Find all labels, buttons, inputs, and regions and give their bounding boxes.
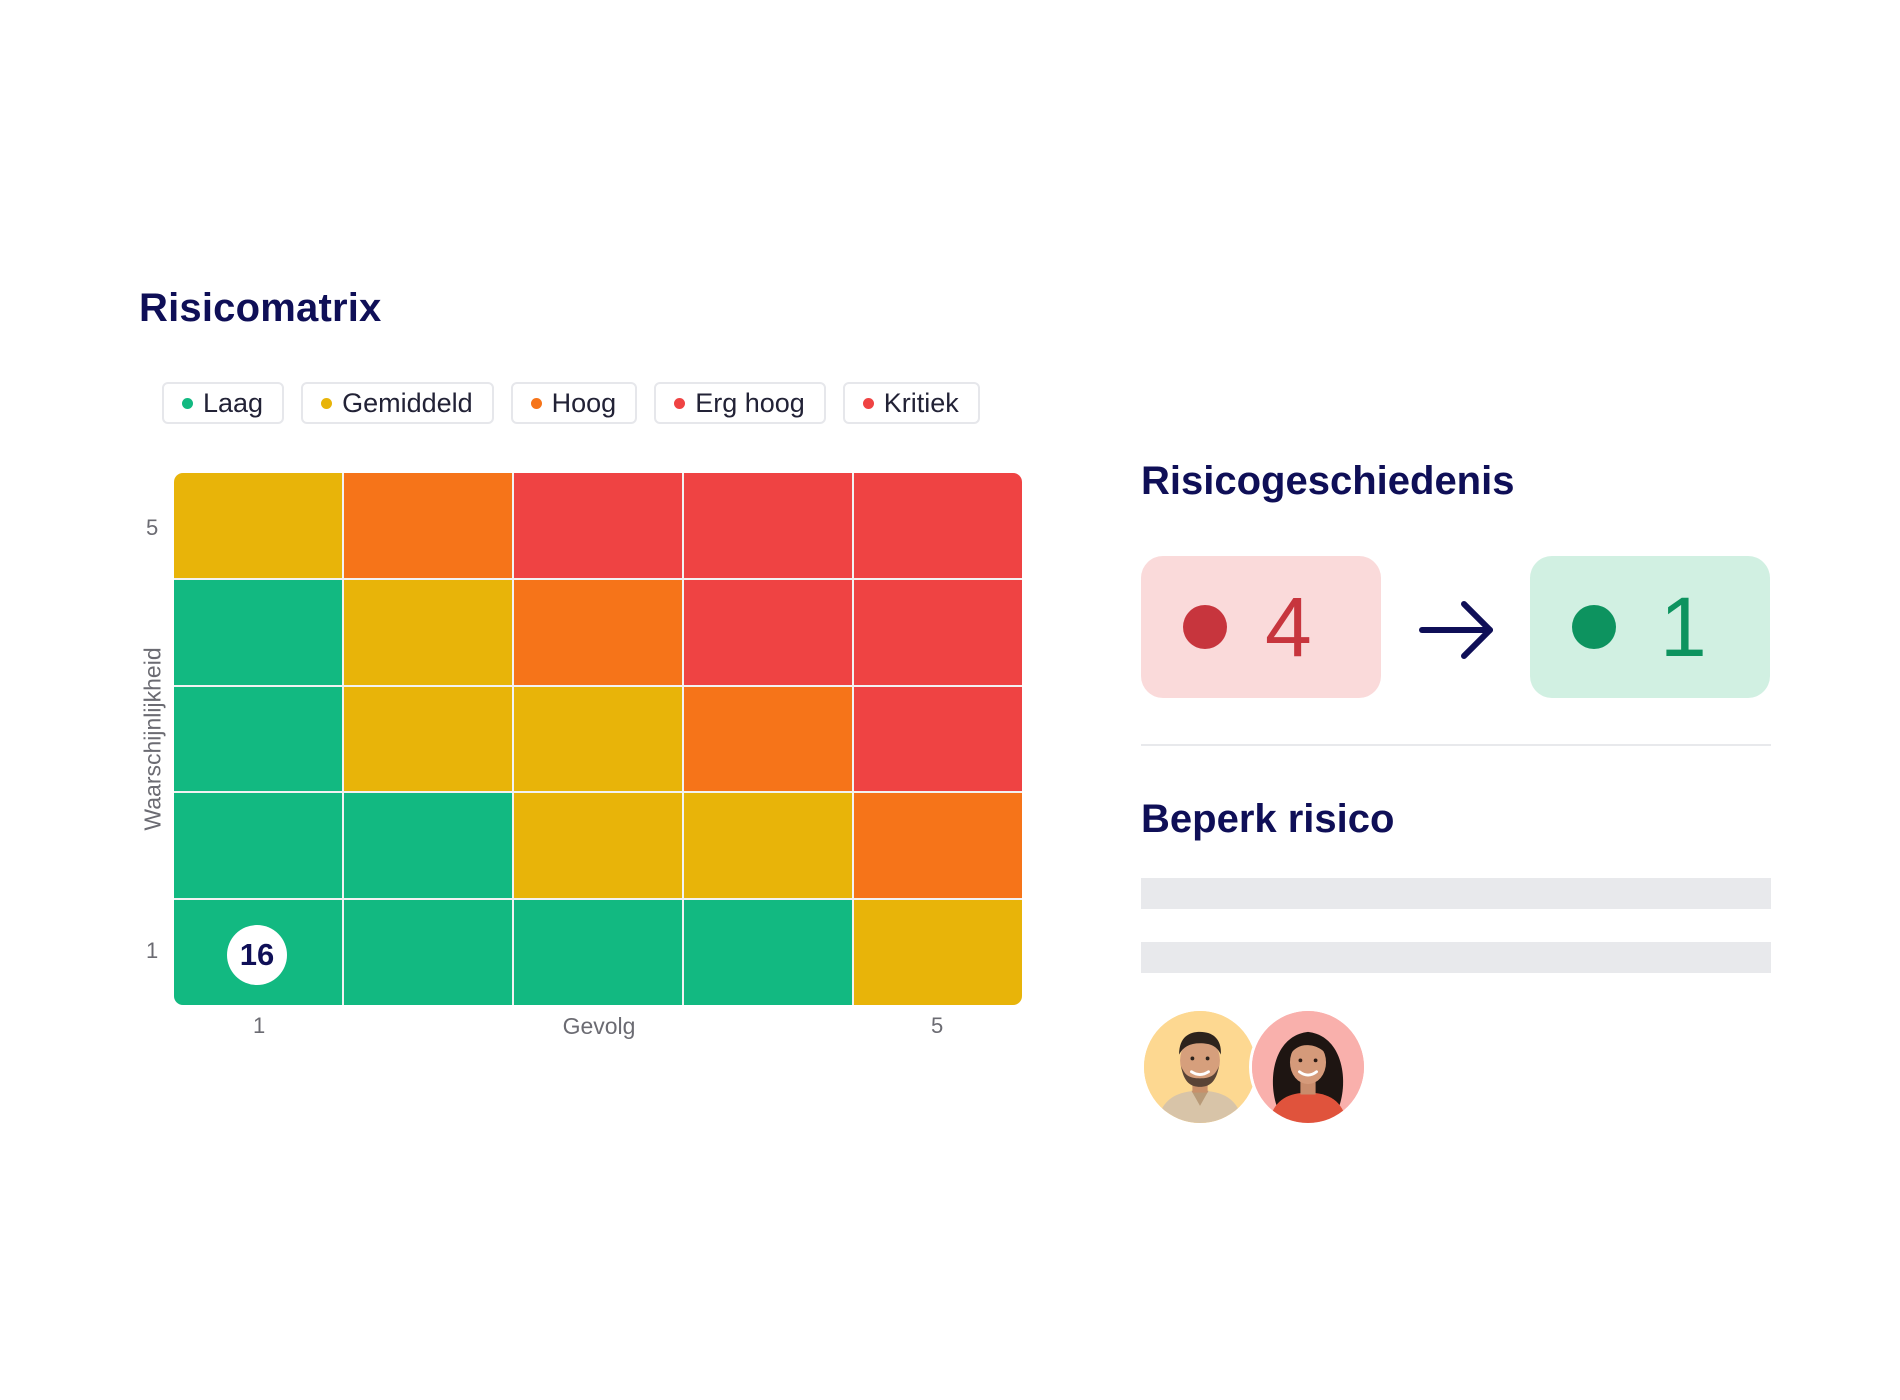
risk-history-to-card: 1 — [1530, 556, 1770, 698]
matrix-cell[interactable] — [174, 473, 342, 578]
matrix-cell[interactable] — [174, 579, 342, 685]
text-placeholder-line — [1141, 878, 1771, 909]
matrix-cell[interactable] — [514, 900, 682, 1005]
risk-count-badge[interactable]: 16 — [227, 925, 287, 986]
legend-dot-icon — [862, 397, 874, 409]
y-axis-label: Waarschijnlijkheid — [139, 647, 166, 831]
legend-label: Kritiek — [883, 387, 959, 418]
avatar-woman-icon[interactable] — [1249, 1008, 1367, 1126]
matrix-cell[interactable] — [514, 793, 682, 899]
risk-matrix-title: Risicomatrix — [139, 286, 382, 330]
avatar-man-icon[interactable] — [1141, 1008, 1259, 1126]
legend-dot-icon — [321, 397, 333, 409]
legend-label: Laag — [203, 387, 264, 418]
risk-history-title: Risicogeschiedenis — [1141, 459, 1515, 503]
legend-chip-laag[interactable]: Laag — [162, 382, 285, 424]
matrix-cell[interactable] — [684, 473, 852, 578]
matrix-cell[interactable] — [514, 473, 682, 578]
matrix-cell[interactable] — [514, 579, 682, 685]
matrix-cell[interactable] — [174, 686, 342, 792]
y-tick-top: 5 — [146, 515, 159, 540]
matrix-cell[interactable] — [854, 473, 1022, 578]
legend-chip-gemiddeld[interactable]: Gemiddeld — [301, 382, 494, 424]
arrow-right-icon — [1419, 601, 1493, 659]
legend-chip-hoog[interactable]: Hoog — [510, 382, 638, 424]
risk-history-to-value: 1 — [1660, 580, 1707, 674]
matrix-cell[interactable] — [684, 793, 852, 899]
matrix-cell[interactable] — [344, 473, 512, 578]
matrix-cell[interactable] — [854, 900, 1022, 1005]
x-axis-label: Gevolg — [562, 1013, 636, 1039]
matrix-cell[interactable] — [854, 686, 1022, 792]
matrix-cell[interactable] — [344, 686, 512, 792]
x-tick-left: 1 — [253, 1013, 266, 1038]
risk-level-dot-icon — [1183, 605, 1227, 649]
mitigate-risk-title: Beperk risico — [1141, 797, 1395, 841]
legend-dot-icon — [674, 397, 686, 409]
legend-dot-icon — [530, 397, 542, 409]
matrix-cell[interactable] — [344, 579, 512, 685]
risk-history-from-card: 4 — [1141, 556, 1381, 698]
matrix-cell[interactable] — [854, 793, 1022, 899]
matrix-cell[interactable] — [684, 686, 852, 792]
matrix-cell[interactable] — [684, 900, 852, 1005]
section-divider — [1141, 744, 1771, 746]
legend-chip-kritiek[interactable]: Kritiek — [842, 382, 980, 424]
legend-label: Erg hoog — [695, 387, 805, 418]
risk-legend: Laag Gemiddeld Hoog Erg hoog Kritiek — [162, 382, 980, 424]
text-placeholder-line — [1141, 942, 1771, 973]
matrix-cell[interactable]: 16 — [174, 900, 342, 1005]
matrix-cell[interactable] — [174, 793, 342, 899]
risk-level-dot-icon — [1572, 605, 1616, 649]
legend-label: Gemiddeld — [342, 387, 473, 418]
legend-label: Hoog — [551, 387, 617, 418]
matrix-cell[interactable] — [854, 579, 1022, 685]
y-tick-bottom: 1 — [146, 938, 159, 963]
x-tick-right: 5 — [931, 1013, 944, 1038]
matrix-cell[interactable] — [344, 793, 512, 899]
legend-dot-icon — [182, 397, 193, 409]
matrix-cell[interactable] — [514, 686, 682, 792]
matrix-cell[interactable] — [684, 579, 852, 685]
matrix-cell[interactable] — [344, 900, 512, 1005]
legend-chip-erg-hoog[interactable]: Erg hoog — [654, 382, 826, 424]
risk-history-from-value: 4 — [1265, 580, 1312, 674]
risk-matrix-grid: 16 — [174, 473, 1022, 1005]
